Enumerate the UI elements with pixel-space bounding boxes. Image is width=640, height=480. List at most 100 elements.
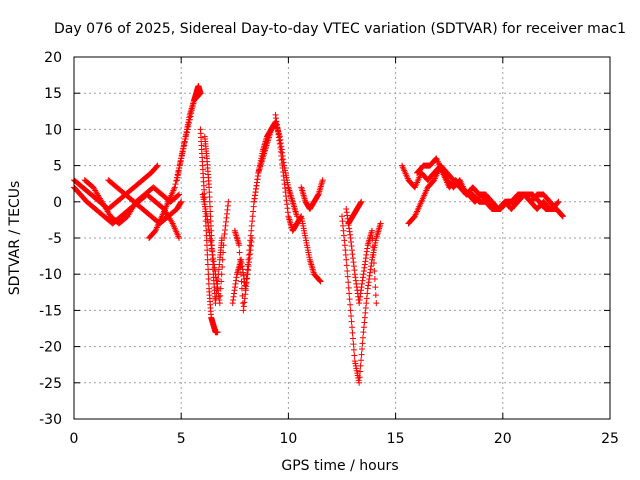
y-tick-label: 0 [53, 195, 62, 211]
y-tick-label: -15 [39, 303, 62, 319]
y-tick-label: 20 [44, 50, 62, 66]
y-tick-label: -5 [48, 231, 62, 247]
data-point-marker [236, 242, 243, 249]
data-point-marker [370, 251, 377, 258]
data-point-marker [369, 227, 376, 234]
data-point-marker [349, 324, 356, 331]
data-point-marker [359, 340, 366, 347]
data-point-marker [216, 300, 223, 307]
data-point-marker [358, 198, 365, 205]
data-point-marker [345, 279, 352, 286]
data-point-marker [343, 256, 350, 263]
data-point-marker [316, 277, 323, 284]
x-tick-label: 5 [177, 431, 186, 447]
y-tick-label: 5 [53, 159, 62, 175]
data-point-marker [358, 351, 365, 358]
data-point-marker [176, 235, 183, 241]
data-point-marker [369, 243, 376, 250]
data-point-marker [348, 318, 355, 325]
data-point-marker [175, 192, 182, 199]
data-point-marker [176, 191, 183, 198]
data-point-marker [172, 181, 179, 188]
data-point-marker [356, 379, 363, 386]
data-point-marker [317, 278, 324, 285]
data-series-arc-20 [414, 155, 562, 213]
data-point-marker [173, 177, 180, 184]
data-series-arc-11 [231, 227, 255, 314]
data-series-arc-14 [298, 177, 326, 213]
x-tick-label: 20 [494, 431, 512, 447]
data-series-arc-3 [81, 177, 183, 227]
x-tick-label: 10 [279, 431, 297, 447]
data-point-marker [343, 262, 350, 269]
data-point-marker [217, 285, 224, 292]
data-point-marker [358, 357, 365, 364]
data-point-marker [344, 267, 351, 274]
data-point-marker [357, 362, 364, 369]
data-point-marker [319, 177, 326, 184]
data-point-marker [197, 90, 204, 97]
data-point-marker [237, 271, 244, 278]
x-tick-label: 25 [601, 431, 619, 447]
data-point-marker [359, 346, 366, 353]
plot-frame [73, 56, 611, 420]
data-point-marker [248, 235, 255, 241]
data-point-marker [238, 285, 245, 292]
data-point-marker [214, 329, 221, 336]
data-point-marker [346, 296, 353, 303]
y-tick-label: -30 [39, 412, 62, 428]
data-point-marker [219, 263, 226, 270]
data-point-marker [351, 352, 358, 359]
data-point-marker [350, 341, 357, 348]
grid [74, 57, 610, 419]
data-series-arc-4 [105, 177, 185, 227]
y-tick-label: 15 [44, 86, 62, 102]
data-point-marker [371, 276, 378, 283]
data-point-marker [347, 301, 354, 308]
tick-labels: 0 5 10 15 20 25 20 15 10 5 0 -5 -10 -15 -20 -25 -30 [39, 50, 619, 447]
y-axis-label: SDTVAR / TECUs [7, 181, 23, 296]
data-point-marker [218, 271, 225, 278]
data-point-marker [359, 334, 366, 341]
x-tick-label: 0 [70, 431, 79, 447]
x-tick-label: 15 [387, 431, 405, 447]
data-point-marker [373, 300, 380, 307]
data-point-marker [559, 213, 566, 220]
data-points [71, 82, 566, 386]
data-point-marker [356, 374, 363, 381]
data-point-marker [346, 290, 353, 297]
data-point-marker [219, 256, 226, 263]
data-series-arc-10 [229, 119, 279, 307]
data-point-marker [369, 235, 376, 242]
data-point-marker [225, 198, 232, 205]
data-point-marker [218, 278, 225, 285]
y-tick-label: 10 [44, 122, 62, 138]
data-point-marker [154, 162, 161, 169]
data-point-marker [345, 284, 352, 291]
data-point-marker [171, 184, 178, 191]
data-point-marker [357, 368, 364, 375]
data-series-arc-7 [197, 126, 221, 336]
data-point-marker [344, 273, 351, 280]
data-point-marker [350, 346, 357, 353]
data-point-marker [347, 307, 354, 314]
data-point-marker [377, 220, 384, 227]
data-point-marker [554, 199, 561, 206]
data-point-marker [217, 292, 224, 299]
data-point-marker [559, 212, 566, 219]
data-point-marker [236, 249, 243, 256]
data-point-marker [372, 284, 379, 291]
x-axis-label: GPS time / hours [281, 458, 398, 474]
data-series-arc-6 [173, 82, 204, 184]
y-tick-label: -20 [39, 340, 62, 356]
data-point-marker [220, 249, 227, 256]
data-series-arc-17 [345, 198, 365, 227]
y-tick-label: -25 [39, 376, 62, 392]
data-series-arc-13 [272, 111, 324, 285]
data-point-marker [220, 242, 227, 249]
data-point-marker [349, 329, 356, 336]
data-series-arc-9 [199, 191, 232, 307]
data-point-marker [371, 267, 378, 274]
